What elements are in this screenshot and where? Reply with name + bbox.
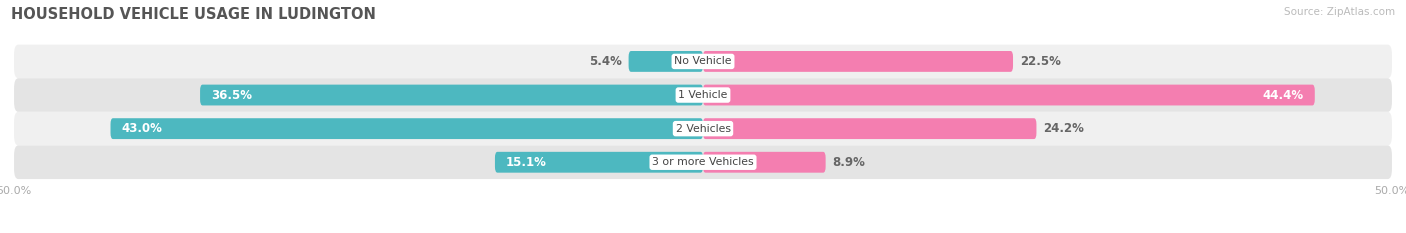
Text: 24.2%: 24.2% (1043, 122, 1084, 135)
Legend: Owner-occupied, Renter-occupied: Owner-occupied, Renter-occupied (588, 230, 818, 233)
FancyBboxPatch shape (703, 51, 1012, 72)
FancyBboxPatch shape (14, 78, 1392, 112)
FancyBboxPatch shape (200, 85, 703, 106)
Text: 44.4%: 44.4% (1263, 89, 1303, 102)
Text: 36.5%: 36.5% (211, 89, 252, 102)
FancyBboxPatch shape (703, 152, 825, 173)
Text: 3 or more Vehicles: 3 or more Vehicles (652, 157, 754, 167)
Text: 8.9%: 8.9% (832, 156, 866, 169)
FancyBboxPatch shape (111, 118, 703, 139)
FancyBboxPatch shape (495, 152, 703, 173)
FancyBboxPatch shape (628, 51, 703, 72)
FancyBboxPatch shape (14, 45, 1392, 78)
Text: Source: ZipAtlas.com: Source: ZipAtlas.com (1284, 7, 1395, 17)
Text: 22.5%: 22.5% (1019, 55, 1060, 68)
Text: 43.0%: 43.0% (121, 122, 163, 135)
Text: 5.4%: 5.4% (589, 55, 621, 68)
Text: 15.1%: 15.1% (506, 156, 547, 169)
Text: 2 Vehicles: 2 Vehicles (675, 124, 731, 134)
FancyBboxPatch shape (703, 118, 1036, 139)
FancyBboxPatch shape (14, 145, 1392, 179)
FancyBboxPatch shape (14, 112, 1392, 145)
FancyBboxPatch shape (703, 85, 1315, 106)
Text: No Vehicle: No Vehicle (675, 56, 731, 66)
Text: HOUSEHOLD VEHICLE USAGE IN LUDINGTON: HOUSEHOLD VEHICLE USAGE IN LUDINGTON (11, 7, 377, 22)
Text: 1 Vehicle: 1 Vehicle (678, 90, 728, 100)
